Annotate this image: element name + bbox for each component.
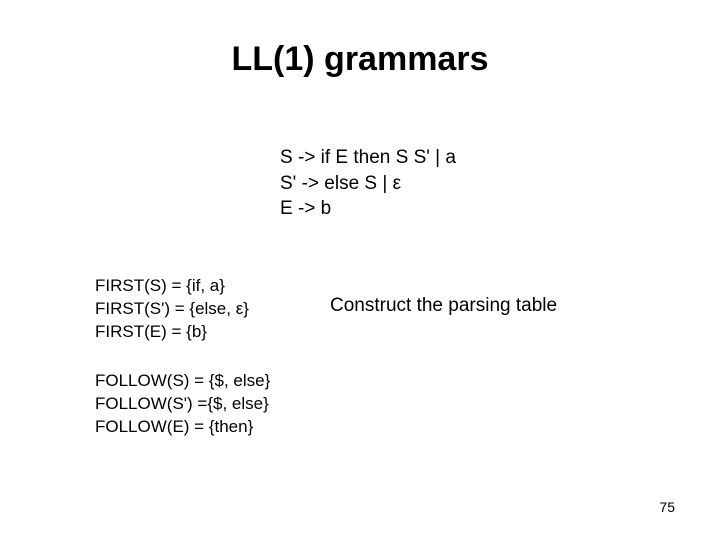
follow-line-1: FOLLOW(S) = {$, else} bbox=[95, 370, 270, 393]
follow-sets: FOLLOW(S) = {$, else} FOLLOW(S') ={$, el… bbox=[95, 370, 270, 439]
grammar-line-1: S -> if E then S S' | a bbox=[280, 145, 456, 171]
follow-line-2: FOLLOW(S') ={$, else} bbox=[95, 393, 270, 416]
construct-caption: Construct the parsing table bbox=[330, 295, 557, 317]
grammar-line-3: E -> b bbox=[280, 196, 456, 222]
page-number: 75 bbox=[659, 499, 675, 515]
first-sets: FIRST(S) = {if, a} FIRST(S') = {else, ε}… bbox=[95, 275, 249, 344]
slide-title: LL(1) grammars bbox=[0, 40, 720, 79]
follow-line-3: FOLLOW(E) = {then} bbox=[95, 416, 270, 439]
grammar-rules: S -> if E then S S' | a S' -> else S | ε… bbox=[280, 145, 456, 222]
grammar-line-2: S' -> else S | ε bbox=[280, 171, 456, 197]
first-line-2: FIRST(S') = {else, ε} bbox=[95, 298, 249, 321]
first-line-1: FIRST(S) = {if, a} bbox=[95, 275, 249, 298]
first-line-3: FIRST(E) = {b} bbox=[95, 321, 249, 344]
